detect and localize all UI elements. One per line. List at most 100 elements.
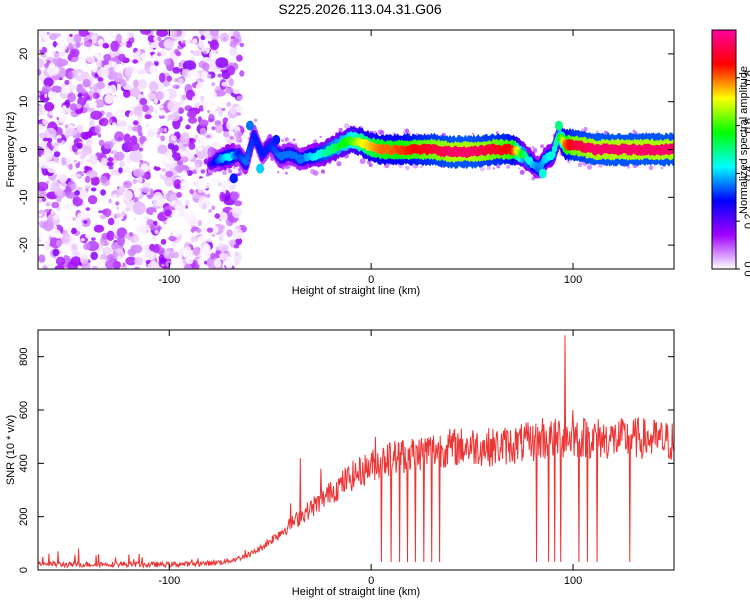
y-tick-label: 0 xyxy=(18,567,30,573)
y-tick-label: -20 xyxy=(18,237,30,253)
noise-blob xyxy=(141,118,149,125)
noise-blob xyxy=(125,76,130,82)
noise-blob xyxy=(136,222,141,227)
noise-blob xyxy=(138,147,144,152)
noise-speck xyxy=(313,139,317,144)
noise-blob xyxy=(156,30,169,37)
noise-blob xyxy=(84,175,91,184)
noise-blob xyxy=(176,223,186,232)
noise-blob xyxy=(226,229,233,238)
noise-blob xyxy=(156,109,166,116)
noise-blob xyxy=(46,263,54,269)
noise-blob xyxy=(191,95,201,104)
noise-blob xyxy=(115,109,125,119)
noise-blob xyxy=(92,217,99,223)
noise-blob xyxy=(61,247,68,254)
noise-blob xyxy=(64,124,69,129)
noise-blob xyxy=(138,79,148,90)
noise-blob xyxy=(178,40,182,46)
ridge-cell xyxy=(243,158,249,166)
noise-blob xyxy=(203,51,207,55)
noise-blob xyxy=(213,259,222,268)
noise-blob xyxy=(164,209,172,217)
noise-blob xyxy=(107,30,114,38)
noise-blob xyxy=(176,216,183,222)
noise-blob xyxy=(221,108,226,111)
noise-blob xyxy=(61,86,71,95)
x-tick-label: -100 xyxy=(158,575,180,587)
noise-blob xyxy=(115,201,120,206)
noise-blob xyxy=(49,33,58,41)
noise-blob xyxy=(185,199,190,206)
noise-blob xyxy=(42,118,49,126)
noise-blob xyxy=(197,145,204,152)
noise-blob xyxy=(141,255,147,259)
noise-blob xyxy=(73,33,82,44)
noise-blob xyxy=(41,85,52,93)
noise-blob xyxy=(107,217,115,226)
noise-blob xyxy=(56,134,62,139)
noise-blob xyxy=(43,37,48,42)
noise-blob xyxy=(169,209,180,218)
noise-blob xyxy=(235,115,242,122)
noise-blob xyxy=(116,212,121,219)
noise-speck xyxy=(581,128,584,131)
noise-blob xyxy=(178,141,184,149)
noise-blob xyxy=(199,95,205,102)
noise-blob xyxy=(197,235,208,243)
noise-blob xyxy=(41,158,48,169)
noise-blob xyxy=(97,77,104,82)
noise-blob xyxy=(70,227,77,235)
noise-blob xyxy=(143,140,154,148)
noise-blob xyxy=(137,176,143,184)
y-tick-label: 10 xyxy=(18,96,30,108)
noise-blob xyxy=(171,200,176,206)
noise-blob xyxy=(107,157,114,162)
noise-blob xyxy=(120,262,124,266)
noise-blob xyxy=(133,79,139,88)
noise-blob xyxy=(53,52,60,59)
noise-blob xyxy=(101,241,105,246)
noise-blob xyxy=(225,87,234,94)
noise-blob xyxy=(115,33,122,44)
noise-blob xyxy=(126,31,134,39)
noise-blob xyxy=(206,73,212,79)
noise-blob xyxy=(113,234,119,239)
noise-blob xyxy=(233,38,240,44)
noise-blob xyxy=(123,133,131,143)
noise-blob xyxy=(67,139,71,144)
noise-blob xyxy=(88,90,94,96)
noise-blob xyxy=(206,238,213,243)
noise-blob xyxy=(52,91,57,96)
noise-blob xyxy=(73,159,77,163)
noise-blob xyxy=(223,256,235,268)
noise-blob xyxy=(44,93,48,99)
noise-blob xyxy=(206,227,214,233)
noise-blob xyxy=(102,42,109,49)
x-tick-label: 0 xyxy=(368,575,374,587)
noise-blob xyxy=(69,48,80,58)
noise-speck xyxy=(420,165,423,169)
noise-blob xyxy=(200,169,206,174)
noise-blob xyxy=(129,232,134,237)
noise-blob xyxy=(124,167,131,174)
noise-blob xyxy=(72,196,83,207)
noise-blob xyxy=(158,104,164,109)
noise-blob xyxy=(214,89,227,97)
noise-blob xyxy=(157,52,162,57)
noise-blob xyxy=(127,124,134,132)
noise-speck xyxy=(281,139,285,143)
noise-blob xyxy=(171,135,177,142)
noise-blob xyxy=(209,113,213,119)
noise-blob xyxy=(55,256,66,266)
noise-blob xyxy=(51,179,61,192)
noise-blob xyxy=(80,131,88,140)
noise-blob xyxy=(68,43,74,51)
noise-blob xyxy=(235,105,244,113)
noise-blob xyxy=(94,125,101,135)
noise-blob xyxy=(96,59,102,69)
noise-blob xyxy=(100,175,108,184)
noise-blob xyxy=(132,178,138,184)
